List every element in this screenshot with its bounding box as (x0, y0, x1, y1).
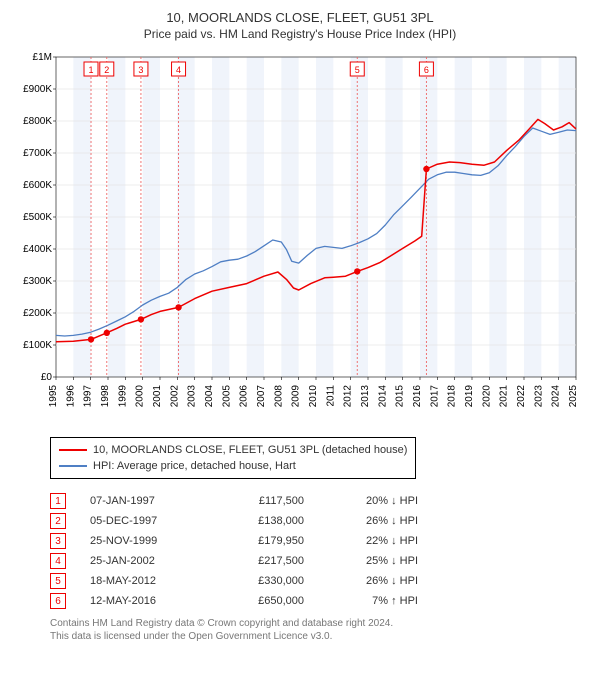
svg-text:£900K: £900K (23, 84, 52, 95)
svg-text:£400K: £400K (23, 244, 52, 255)
footer: Contains HM Land Registry data © Crown c… (50, 617, 590, 643)
event-date: 25-JAN-2002 (90, 555, 200, 567)
event-pct: 7% ↑ HPI (318, 595, 418, 607)
legend-swatch-property (59, 449, 87, 451)
svg-text:£800K: £800K (23, 116, 52, 127)
event-price: £330,000 (214, 575, 304, 587)
event-price: £650,000 (214, 595, 304, 607)
event-marker: 6 (50, 593, 66, 609)
svg-text:2025: 2025 (568, 385, 579, 408)
legend: 10, MOORLANDS CLOSE, FLEET, GU51 3PL (de… (50, 437, 416, 479)
chart-title: 10, MOORLANDS CLOSE, FLEET, GU51 3PL (10, 10, 590, 25)
svg-text:2013: 2013 (360, 385, 371, 408)
event-row: 4 25-JAN-2002 £217,500 25% ↓ HPI (50, 551, 590, 571)
svg-text:£500K: £500K (23, 212, 52, 223)
svg-text:2: 2 (104, 65, 109, 75)
footer-line-1: Contains HM Land Registry data © Crown c… (50, 617, 590, 630)
event-row: 2 05-DEC-1997 £138,000 26% ↓ HPI (50, 511, 590, 531)
svg-text:1995: 1995 (48, 385, 59, 408)
event-marker: 2 (50, 513, 66, 529)
event-pct: 25% ↓ HPI (318, 555, 418, 567)
event-row: 3 25-NOV-1999 £179,950 22% ↓ HPI (50, 531, 590, 551)
legend-row-property: 10, MOORLANDS CLOSE, FLEET, GU51 3PL (de… (59, 442, 407, 458)
event-pct: 22% ↓ HPI (318, 535, 418, 547)
legend-swatch-hpi (59, 465, 87, 467)
legend-label-property: 10, MOORLANDS CLOSE, FLEET, GU51 3PL (de… (93, 442, 407, 458)
event-row: 6 12-MAY-2016 £650,000 7% ↑ HPI (50, 591, 590, 611)
svg-text:2018: 2018 (447, 385, 458, 408)
svg-text:2022: 2022 (516, 385, 527, 408)
svg-text:2017: 2017 (429, 385, 440, 408)
svg-text:1998: 1998 (100, 385, 111, 408)
event-pct: 20% ↓ HPI (318, 495, 418, 507)
svg-text:2007: 2007 (256, 385, 267, 408)
svg-text:3: 3 (138, 65, 143, 75)
svg-text:2012: 2012 (343, 385, 354, 408)
legend-label-hpi: HPI: Average price, detached house, Hart (93, 458, 296, 474)
svg-text:2019: 2019 (464, 385, 475, 408)
svg-text:2024: 2024 (551, 385, 562, 408)
svg-text:2009: 2009 (291, 385, 302, 408)
svg-text:£200K: £200K (23, 308, 52, 319)
svg-text:2005: 2005 (221, 385, 232, 408)
svg-text:2004: 2004 (204, 385, 215, 408)
event-date: 18-MAY-2012 (90, 575, 200, 587)
event-pct: 26% ↓ HPI (318, 515, 418, 527)
event-date: 12-MAY-2016 (90, 595, 200, 607)
svg-text:1999: 1999 (117, 385, 128, 408)
svg-text:1996: 1996 (65, 385, 76, 408)
svg-text:2006: 2006 (239, 385, 250, 408)
event-price: £138,000 (214, 515, 304, 527)
svg-text:£300K: £300K (23, 276, 52, 287)
svg-text:2003: 2003 (187, 385, 198, 408)
event-row: 5 18-MAY-2012 £330,000 26% ↓ HPI (50, 571, 590, 591)
chart-subtitle: Price paid vs. HM Land Registry's House … (10, 27, 590, 41)
svg-text:2021: 2021 (499, 385, 510, 408)
legend-row-hpi: HPI: Average price, detached house, Hart (59, 458, 407, 474)
chart-container: 10, MOORLANDS CLOSE, FLEET, GU51 3PL Pri… (0, 0, 600, 649)
svg-text:2011: 2011 (325, 385, 336, 407)
svg-text:2023: 2023 (533, 385, 544, 408)
event-date: 07-JAN-1997 (90, 495, 200, 507)
svg-text:1: 1 (89, 65, 94, 75)
event-marker: 4 (50, 553, 66, 569)
event-price: £179,950 (214, 535, 304, 547)
svg-text:£1M: £1M (33, 52, 52, 63)
svg-text:£600K: £600K (23, 180, 52, 191)
event-date: 25-NOV-1999 (90, 535, 200, 547)
svg-text:2000: 2000 (135, 385, 146, 408)
events-table: 1 07-JAN-1997 £117,500 20% ↓ HPI 2 05-DEC-199… (50, 491, 590, 611)
event-date: 05-DEC-1997 (90, 515, 200, 527)
svg-text:2010: 2010 (308, 385, 319, 408)
svg-text:2008: 2008 (273, 385, 284, 408)
svg-text:2001: 2001 (152, 385, 163, 408)
svg-text:1997: 1997 (83, 385, 94, 408)
event-pct: 26% ↓ HPI (318, 575, 418, 587)
svg-text:2016: 2016 (412, 385, 423, 408)
event-marker: 3 (50, 533, 66, 549)
svg-text:£700K: £700K (23, 148, 52, 159)
event-marker: 5 (50, 573, 66, 589)
svg-text:£0: £0 (41, 372, 53, 383)
svg-text:2015: 2015 (395, 385, 406, 408)
svg-text:2002: 2002 (169, 385, 180, 408)
svg-text:5: 5 (355, 65, 360, 75)
event-price: £217,500 (214, 555, 304, 567)
svg-text:2020: 2020 (481, 385, 492, 408)
event-marker: 1 (50, 493, 66, 509)
svg-text:6: 6 (424, 65, 429, 75)
svg-text:2014: 2014 (377, 385, 388, 408)
svg-text:4: 4 (176, 65, 181, 75)
price-chart: £0 £100K £200K £300K £400K £500K £600K £700K £80… (10, 47, 590, 427)
event-price: £117,500 (214, 495, 304, 507)
footer-line-2: This data is licensed under the Open Gov… (50, 630, 590, 643)
event-row: 1 07-JAN-1997 £117,500 20% ↓ HPI (50, 491, 590, 511)
svg-text:£100K: £100K (23, 340, 52, 351)
